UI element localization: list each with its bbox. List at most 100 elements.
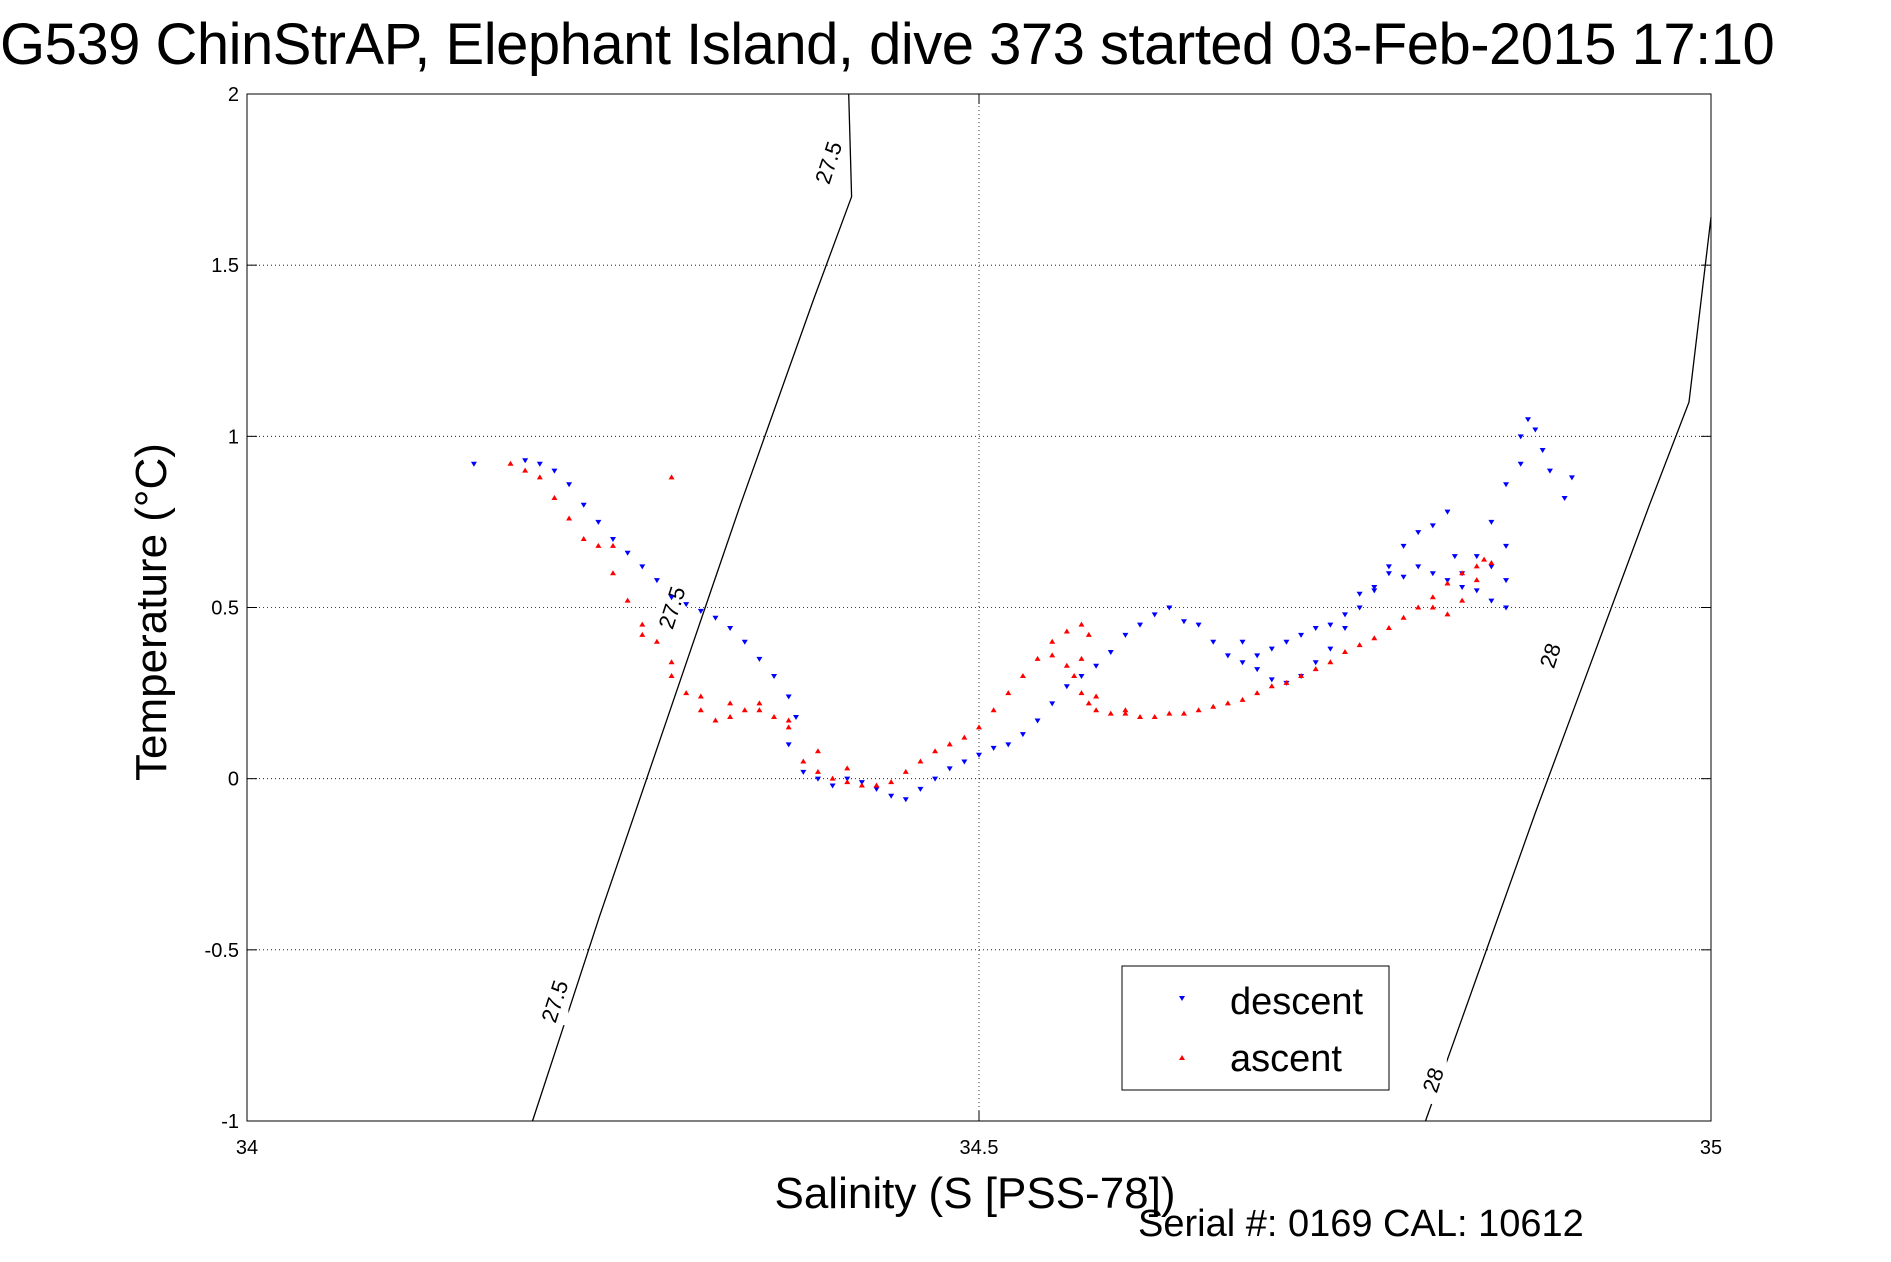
ascent-point <box>668 672 675 678</box>
ascent-point <box>536 474 543 480</box>
data-points <box>470 417 1575 803</box>
ascent-point <box>814 768 821 774</box>
ascent-point <box>1415 604 1422 610</box>
descent-point <box>595 519 602 525</box>
descent-point <box>1488 519 1495 525</box>
descent-point <box>1525 417 1531 423</box>
descent-point <box>1034 718 1041 724</box>
descent-point <box>1503 482 1510 488</box>
descent-point <box>1517 461 1524 467</box>
descent-point <box>536 461 543 467</box>
isopycnal-28 <box>1424 217 1712 1122</box>
ascent-point <box>566 515 573 521</box>
descent-point <box>1342 626 1348 632</box>
ascent-point <box>1093 693 1100 699</box>
descent-point <box>712 615 719 621</box>
ascent-point <box>829 775 836 781</box>
y-tick-label: 0 <box>228 769 239 791</box>
descent-point <box>1415 564 1422 570</box>
descent-point <box>1283 639 1290 645</box>
y-tick-label: 1 <box>228 426 239 448</box>
ascent-point <box>932 748 939 754</box>
legend-box <box>1121 965 1390 1091</box>
ascent-point <box>507 460 514 466</box>
descent-point <box>1539 448 1546 454</box>
descent-point <box>1488 564 1495 570</box>
legend-ascent-marker <box>1179 1055 1185 1060</box>
ascent-point <box>1210 703 1217 709</box>
descent-point <box>932 776 939 782</box>
descent-point <box>1298 632 1305 638</box>
ascent-point <box>1283 679 1290 685</box>
ascent-point <box>1078 621 1085 627</box>
descent-point <box>829 783 836 789</box>
descent-point <box>1210 639 1217 645</box>
ascent-point <box>727 700 734 706</box>
ascent-point <box>1166 710 1173 716</box>
ascent-point <box>1085 700 1092 706</box>
axis-ticks: 34 34.5 35 -1 -0.5 0 0.5 1 1.5 2 <box>205 84 1723 1159</box>
ascent-point <box>1488 559 1495 565</box>
ascent-point <box>1444 580 1451 586</box>
descent-point <box>976 752 982 758</box>
ascent-point <box>1049 652 1056 658</box>
descent-point <box>888 793 895 799</box>
descent-point <box>1532 427 1539 433</box>
ascent-point <box>1085 631 1092 637</box>
isopycnal-27.5 <box>531 93 853 1122</box>
descent-point <box>551 468 558 474</box>
serial-cal-note: Serial #: 0169 CAL: 10612 <box>1138 1203 1584 1245</box>
descent-point <box>1371 588 1378 594</box>
descent-point <box>771 673 778 679</box>
ascent-point <box>1122 710 1129 716</box>
ascent-point <box>1429 604 1436 610</box>
descent-point <box>1356 605 1363 611</box>
ascent-point <box>1459 570 1466 576</box>
legend-descent-marker <box>1179 996 1185 1001</box>
descent-point <box>1385 571 1392 577</box>
descent-point <box>1005 742 1012 748</box>
ascent-point <box>1137 714 1144 720</box>
descent-point <box>1093 663 1100 669</box>
ascent-point <box>1254 690 1261 696</box>
ascent-point <box>1063 662 1070 668</box>
descent-point <box>1166 605 1173 611</box>
x-tick-label: 34.5 <box>960 1137 999 1159</box>
isopycnal-label-bg <box>1418 1055 1447 1104</box>
descent-point <box>1517 434 1524 440</box>
descent-point <box>522 458 529 464</box>
ascent-point <box>610 542 616 548</box>
ascent-point <box>785 717 792 723</box>
ascent-point <box>1298 672 1305 678</box>
descent-point <box>1400 574 1407 580</box>
ascent-point <box>683 690 690 696</box>
descent-point <box>800 769 807 775</box>
descent-point <box>1444 509 1451 515</box>
ascent-point <box>1122 707 1129 713</box>
descent-point <box>1195 622 1202 628</box>
ascent-point <box>727 714 734 720</box>
legend-descent-label: descent <box>1230 981 1364 1023</box>
descent-point <box>470 461 477 467</box>
ascent-point <box>1034 655 1041 661</box>
descent-point <box>1327 622 1334 628</box>
ascent-point <box>624 597 631 603</box>
ascent-point <box>1049 638 1056 644</box>
descent-point <box>785 742 792 748</box>
descent-point <box>1342 612 1348 618</box>
descent-point <box>1568 475 1575 481</box>
ascent-point <box>1356 642 1363 648</box>
ascent-point <box>1473 563 1480 569</box>
descent-point <box>961 759 968 765</box>
x-axis-label: Salinity (S [PSS-78]) <box>774 1169 1175 1218</box>
ascent-point <box>639 621 646 627</box>
ascent-point <box>1400 614 1407 620</box>
ascent-point <box>771 714 778 720</box>
ascent-point <box>800 758 807 764</box>
ascent-point <box>551 494 558 500</box>
descent-point <box>1180 619 1187 625</box>
descent-point <box>1356 591 1363 597</box>
ascent-point <box>1268 683 1275 689</box>
